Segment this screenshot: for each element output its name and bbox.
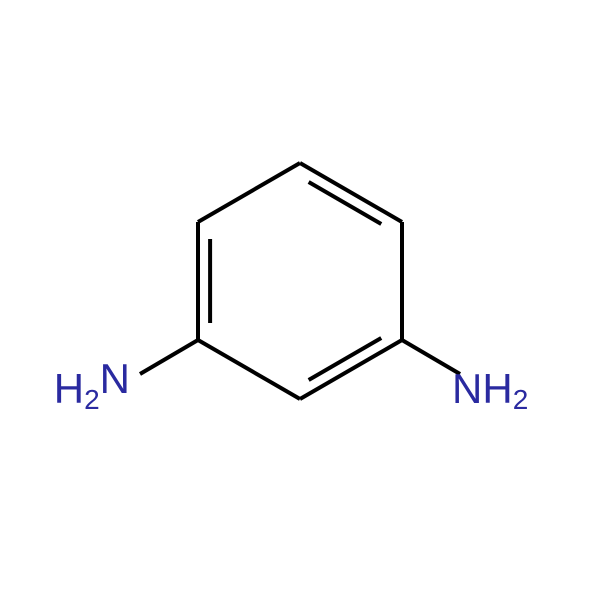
bond-C4-C5 bbox=[198, 340, 300, 399]
bond-C5-N_left bbox=[140, 340, 198, 374]
atom-label-N_right: NH2 bbox=[452, 365, 528, 415]
bond-C6-C1 bbox=[198, 163, 300, 222]
bond-C3-C4 bbox=[300, 340, 402, 399]
molecule-diagram: H2N NH2 bbox=[0, 0, 600, 600]
bond-C1-C2 bbox=[300, 163, 402, 222]
atom-label-N_left: H2N bbox=[54, 355, 130, 415]
